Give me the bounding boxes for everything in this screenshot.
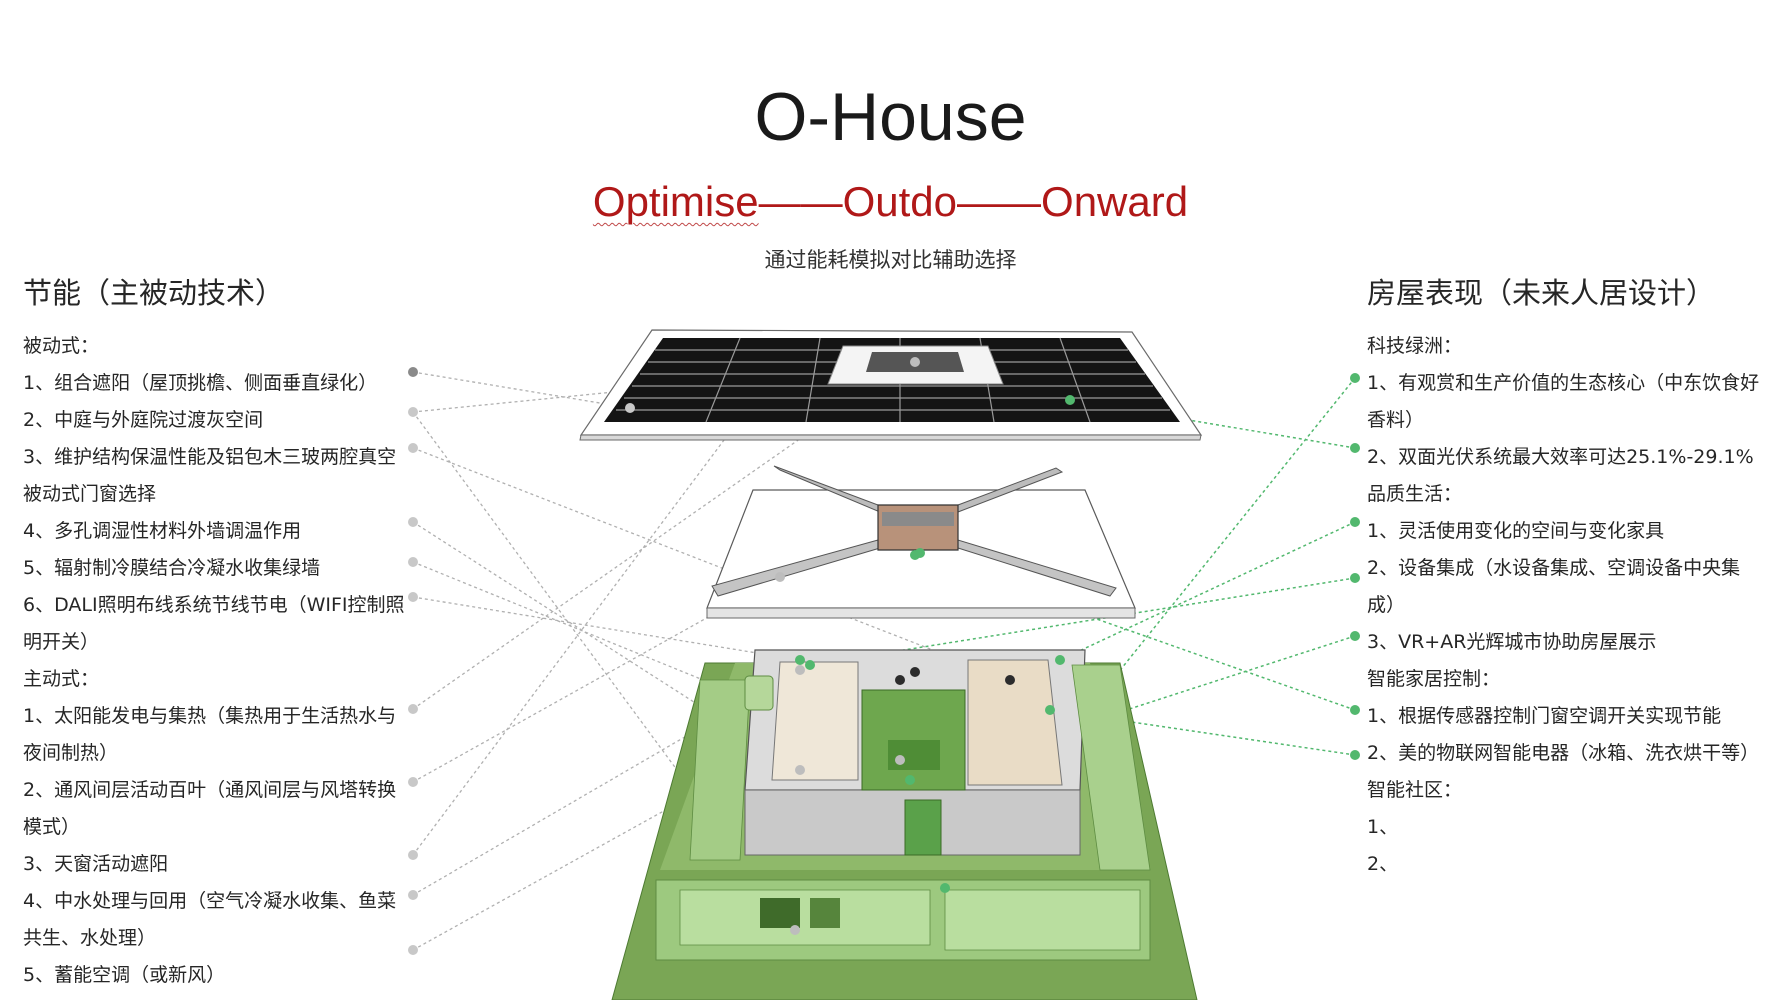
passive-item: 4、多孔调湿性材料外墙调温作用 xyxy=(23,520,302,542)
active-item: 1、太阳能发电与集热（集热用于生活热水与夜间制热） xyxy=(23,705,397,764)
group-item: 1、 xyxy=(1367,816,1399,838)
page-title: O-House xyxy=(754,79,1027,155)
subtitle: 通过能耗模拟对比辅助选择 xyxy=(764,248,1017,272)
tagline-word-1: Optimise xyxy=(592,178,759,225)
roof-layer xyxy=(579,329,1203,441)
group-item: 2、设备集成（水设备集成、空调设备中央集成） xyxy=(1367,557,1741,616)
passive-item: 2、中庭与外庭院过渡灰空间 xyxy=(23,409,264,431)
energy-heading: 节能（主被动技术） xyxy=(23,276,285,310)
ground-layer xyxy=(611,550,1198,1000)
group-label: 科技绿洲： xyxy=(1367,335,1463,357)
active-item: 3、天窗活动遮阳 xyxy=(23,853,169,875)
left-endpoint-dots xyxy=(408,367,418,955)
passive-item: 3、维护结构保温性能及铝包木三玻两腔真空被动式门窗选择 xyxy=(23,446,397,505)
tagline-word-2: Outdo xyxy=(842,178,958,225)
active-item: 2、通风间层活动百叶（通风间层与风塔转换模式） xyxy=(23,779,397,838)
active-item: 4、中水处理与回用（空气冷凝水收集、鱼菜共生、水处理） xyxy=(23,890,397,949)
group-label: 智能家居控制： xyxy=(1367,668,1501,690)
tagline: Optimise——Outdo——Onward xyxy=(0,178,1781,226)
right-endpoint-dots xyxy=(1350,373,1360,760)
group-item: 1、有观赏和生产价值的生态核心（中东饮食好香料） xyxy=(1367,372,1760,431)
passive-label: 被动式： xyxy=(23,335,100,357)
group-item: 2、美的物联网智能电器（冰箱、洗衣烘干等） xyxy=(1367,742,1760,764)
active-item: 5、蓄能空调（或新风） xyxy=(23,964,226,986)
group-item: 3、VR+AR光辉城市协助房屋展示 xyxy=(1367,631,1657,653)
group-label: 智能社区： xyxy=(1367,779,1463,801)
middle-layer xyxy=(706,465,1136,619)
tagline-dash-2: —— xyxy=(957,178,1042,225)
house-performance-panel: 房屋表现（未来人居设计） 科技绿洲： 1、有观赏和生产价值的生态核心（中东饮食好… xyxy=(1367,270,1762,883)
passive-item: 6、DALI照明布线系统节线节电（WIFI控制照明开关） xyxy=(23,594,405,653)
group-item: 1、灵活使用变化的空间与变化家具 xyxy=(1367,520,1665,542)
group-item: 2、双面光伏系统最大效率可达25.1%-29.1% xyxy=(1367,446,1754,468)
group-item: 1、根据传感器控制门窗空调开关实现节能 xyxy=(1367,705,1722,727)
active-label: 主动式： xyxy=(23,668,100,690)
group-item: 2、 xyxy=(1367,853,1399,875)
performance-heading: 房屋表现（未来人居设计） xyxy=(1367,276,1716,310)
group-label: 品质生活： xyxy=(1367,483,1463,505)
energy-saving-panel: 节能（主被动技术） 被动式： 1、组合遮阳（屋顶挑檐、侧面垂直绿化） 2、中庭与… xyxy=(23,270,415,994)
passive-item: 5、辐射制冷膜结合冷凝水收集绿墙 xyxy=(23,557,321,579)
tagline-word-3: Onward xyxy=(1041,178,1189,225)
passive-item: 1、组合遮阳（屋顶挑檐、侧面垂直绿化） xyxy=(23,372,378,394)
tagline-dash-1: —— xyxy=(758,178,843,225)
